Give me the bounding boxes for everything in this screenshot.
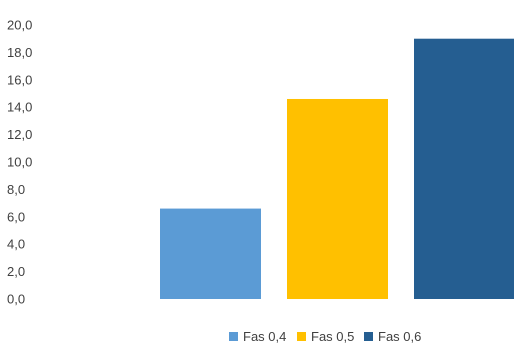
legend: Fas 0,4 Fas 0,5 Fas 0,6 — [0, 328, 514, 346]
y-tick-label: 14,0 — [7, 100, 32, 115]
y-tick-label: 4,0 — [7, 237, 25, 252]
bars — [160, 38, 514, 299]
legend-swatch-series-1 — [229, 331, 238, 341]
legend-item-series-1: Fas 0,4 — [229, 328, 286, 344]
y-tick-label: 0,0 — [7, 292, 25, 307]
y-tick-label: 16,0 — [7, 72, 32, 87]
legend-item-series-3: Fas 0,6 — [364, 328, 421, 344]
legend-swatch-series-3 — [364, 331, 373, 341]
y-tick-label: 20,0 — [7, 18, 32, 33]
legend-swatch-series-2 — [297, 331, 306, 341]
y-tick-label: 12,0 — [7, 127, 32, 142]
y-tick-label: 18,0 — [7, 45, 32, 60]
bar-series-3 — [414, 38, 514, 299]
y-tick-label: 6,0 — [7, 209, 25, 224]
bar-series-2 — [287, 98, 388, 299]
bar-series-1 — [160, 208, 261, 299]
y-axis: 0,0 2,0 4,0 6,0 8,0 10,0 12,0 14,0 16,0 18,0 20,0 — [7, 18, 32, 307]
legend-label-series-1: Fas 0,4 — [243, 328, 287, 344]
legend-label-series-3: Fas 0,6 — [378, 328, 422, 344]
legend-item-series-2: Fas 0,5 — [297, 328, 354, 344]
legend-label-series-2: Fas 0,5 — [311, 328, 355, 344]
y-tick-label: 8,0 — [7, 182, 25, 197]
y-tick-label: 10,0 — [7, 155, 32, 170]
y-tick-label: 2,0 — [7, 264, 25, 279]
